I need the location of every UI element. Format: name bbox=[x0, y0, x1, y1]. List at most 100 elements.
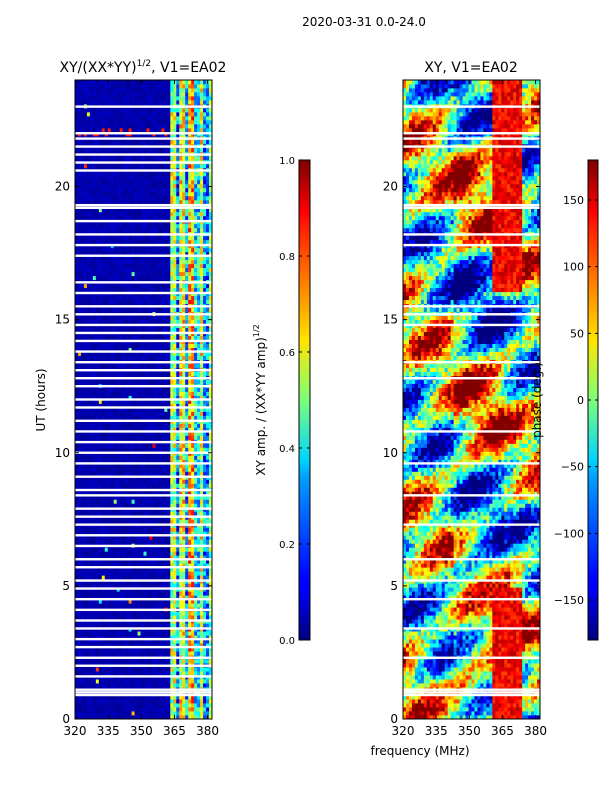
heatmap-cell bbox=[122, 563, 127, 568]
heatmap-cell bbox=[101, 443, 106, 448]
heatmap-cell bbox=[125, 671, 130, 676]
heatmap-cell bbox=[209, 443, 212, 448]
heatmap-cell bbox=[164, 435, 168, 440]
heatmap-cell bbox=[170, 631, 174, 636]
heatmap-cell bbox=[194, 511, 198, 516]
heatmap-cell bbox=[203, 447, 207, 452]
heatmap-cell bbox=[197, 631, 201, 636]
heatmap-cell bbox=[128, 483, 132, 488]
heatmap-cell bbox=[92, 343, 97, 348]
heatmap-cell bbox=[86, 551, 91, 556]
heatmap-cell bbox=[110, 391, 115, 396]
heatmap-cell bbox=[104, 295, 109, 301]
heatmap-cell bbox=[125, 683, 130, 688]
heatmap-cell bbox=[122, 651, 127, 656]
heatmap-cell bbox=[83, 287, 88, 293]
heatmap-cell bbox=[194, 623, 198, 628]
heatmap-cell bbox=[179, 539, 183, 544]
heatmap-cell bbox=[101, 567, 106, 572]
heatmap-cell bbox=[179, 535, 183, 540]
heatmap-cell bbox=[155, 287, 159, 293]
heatmap-cell bbox=[182, 679, 186, 684]
heatmap-cell bbox=[89, 631, 94, 636]
heatmap-cell bbox=[101, 511, 106, 516]
heatmap-cell bbox=[75, 595, 79, 600]
heatmap-cell bbox=[152, 343, 156, 348]
heatmap-cell bbox=[200, 667, 204, 672]
heatmap-cell bbox=[209, 699, 212, 704]
heatmap-cell bbox=[116, 483, 121, 488]
heatmap-cell bbox=[197, 423, 201, 428]
heatmap-cell bbox=[95, 379, 100, 384]
heatmap-cell bbox=[122, 711, 127, 716]
heatmap-cell bbox=[149, 703, 153, 708]
heatmap-cell bbox=[128, 535, 132, 540]
heatmap-cell bbox=[110, 611, 115, 616]
heatmap-cell bbox=[116, 571, 121, 576]
heatmap-cell bbox=[170, 351, 174, 356]
heatmap-cell bbox=[104, 651, 109, 656]
heatmap-cell bbox=[101, 435, 106, 440]
heatmap-cell bbox=[125, 347, 130, 352]
heatmap-cell bbox=[119, 307, 124, 313]
heatmap-cell bbox=[167, 415, 171, 420]
heatmap-cell bbox=[197, 583, 201, 588]
heatmap-cell bbox=[164, 511, 168, 516]
heatmap-cell bbox=[101, 591, 106, 596]
heatmap-cell bbox=[122, 319, 127, 325]
heatmap-cell bbox=[170, 699, 174, 704]
heatmap-cell bbox=[92, 283, 97, 289]
heatmap-cell bbox=[131, 571, 135, 576]
heatmap-cell bbox=[92, 683, 97, 688]
heatmap-cell bbox=[146, 287, 150, 293]
heatmap-cell bbox=[200, 531, 204, 536]
heatmap-cell bbox=[98, 351, 103, 356]
heatmap-cell bbox=[158, 651, 162, 656]
heatmap-cell bbox=[209, 599, 212, 604]
heatmap-cell bbox=[98, 531, 103, 536]
heatmap-cell bbox=[128, 603, 132, 608]
heatmap-cell bbox=[191, 471, 195, 476]
heatmap-cell bbox=[155, 547, 159, 552]
heatmap-cell bbox=[155, 427, 159, 432]
heatmap-cell bbox=[116, 423, 121, 428]
heatmap-cell bbox=[188, 427, 192, 432]
heatmap-cell bbox=[128, 343, 132, 348]
heatmap-cell bbox=[170, 615, 174, 620]
heatmap-cell bbox=[146, 531, 150, 536]
heatmap-cell bbox=[95, 415, 100, 420]
heatmap-cell bbox=[125, 283, 130, 289]
heatmap-cell bbox=[134, 563, 138, 568]
heatmap-cell bbox=[179, 479, 183, 484]
heatmap-cell bbox=[191, 407, 195, 412]
heatmap-cell bbox=[110, 467, 115, 472]
heatmap-cell bbox=[77, 519, 82, 524]
heatmap-cell bbox=[119, 483, 124, 488]
heatmap-cell bbox=[182, 307, 186, 313]
heatmap-cell bbox=[125, 455, 130, 460]
heatmap-cell bbox=[203, 635, 207, 640]
heatmap-cell bbox=[134, 643, 138, 648]
heatmap-cell bbox=[101, 479, 106, 484]
heatmap-cell bbox=[197, 315, 201, 321]
heatmap-cell bbox=[116, 635, 121, 640]
heatmap-cell bbox=[203, 471, 207, 476]
heatmap-cell bbox=[98, 435, 103, 440]
heatmap-cell bbox=[203, 423, 207, 428]
heatmap-cell bbox=[197, 659, 201, 664]
heatmap-cell bbox=[164, 583, 168, 588]
heatmap-cell bbox=[146, 635, 150, 640]
heatmap-cell bbox=[122, 635, 127, 640]
heatmap-cell bbox=[164, 287, 168, 293]
heatmap-cell bbox=[179, 295, 183, 301]
heatmap-cell bbox=[164, 407, 168, 412]
heatmap-cell bbox=[185, 295, 189, 301]
heatmap-cell bbox=[152, 631, 156, 636]
heatmap-cell bbox=[113, 595, 118, 600]
heatmap-cell bbox=[83, 711, 88, 716]
heatmap-cell bbox=[185, 647, 189, 652]
heatmap-cell bbox=[110, 539, 115, 544]
heatmap-cell bbox=[137, 463, 141, 468]
heatmap-cell bbox=[92, 447, 97, 452]
heatmap-cell bbox=[191, 659, 195, 664]
